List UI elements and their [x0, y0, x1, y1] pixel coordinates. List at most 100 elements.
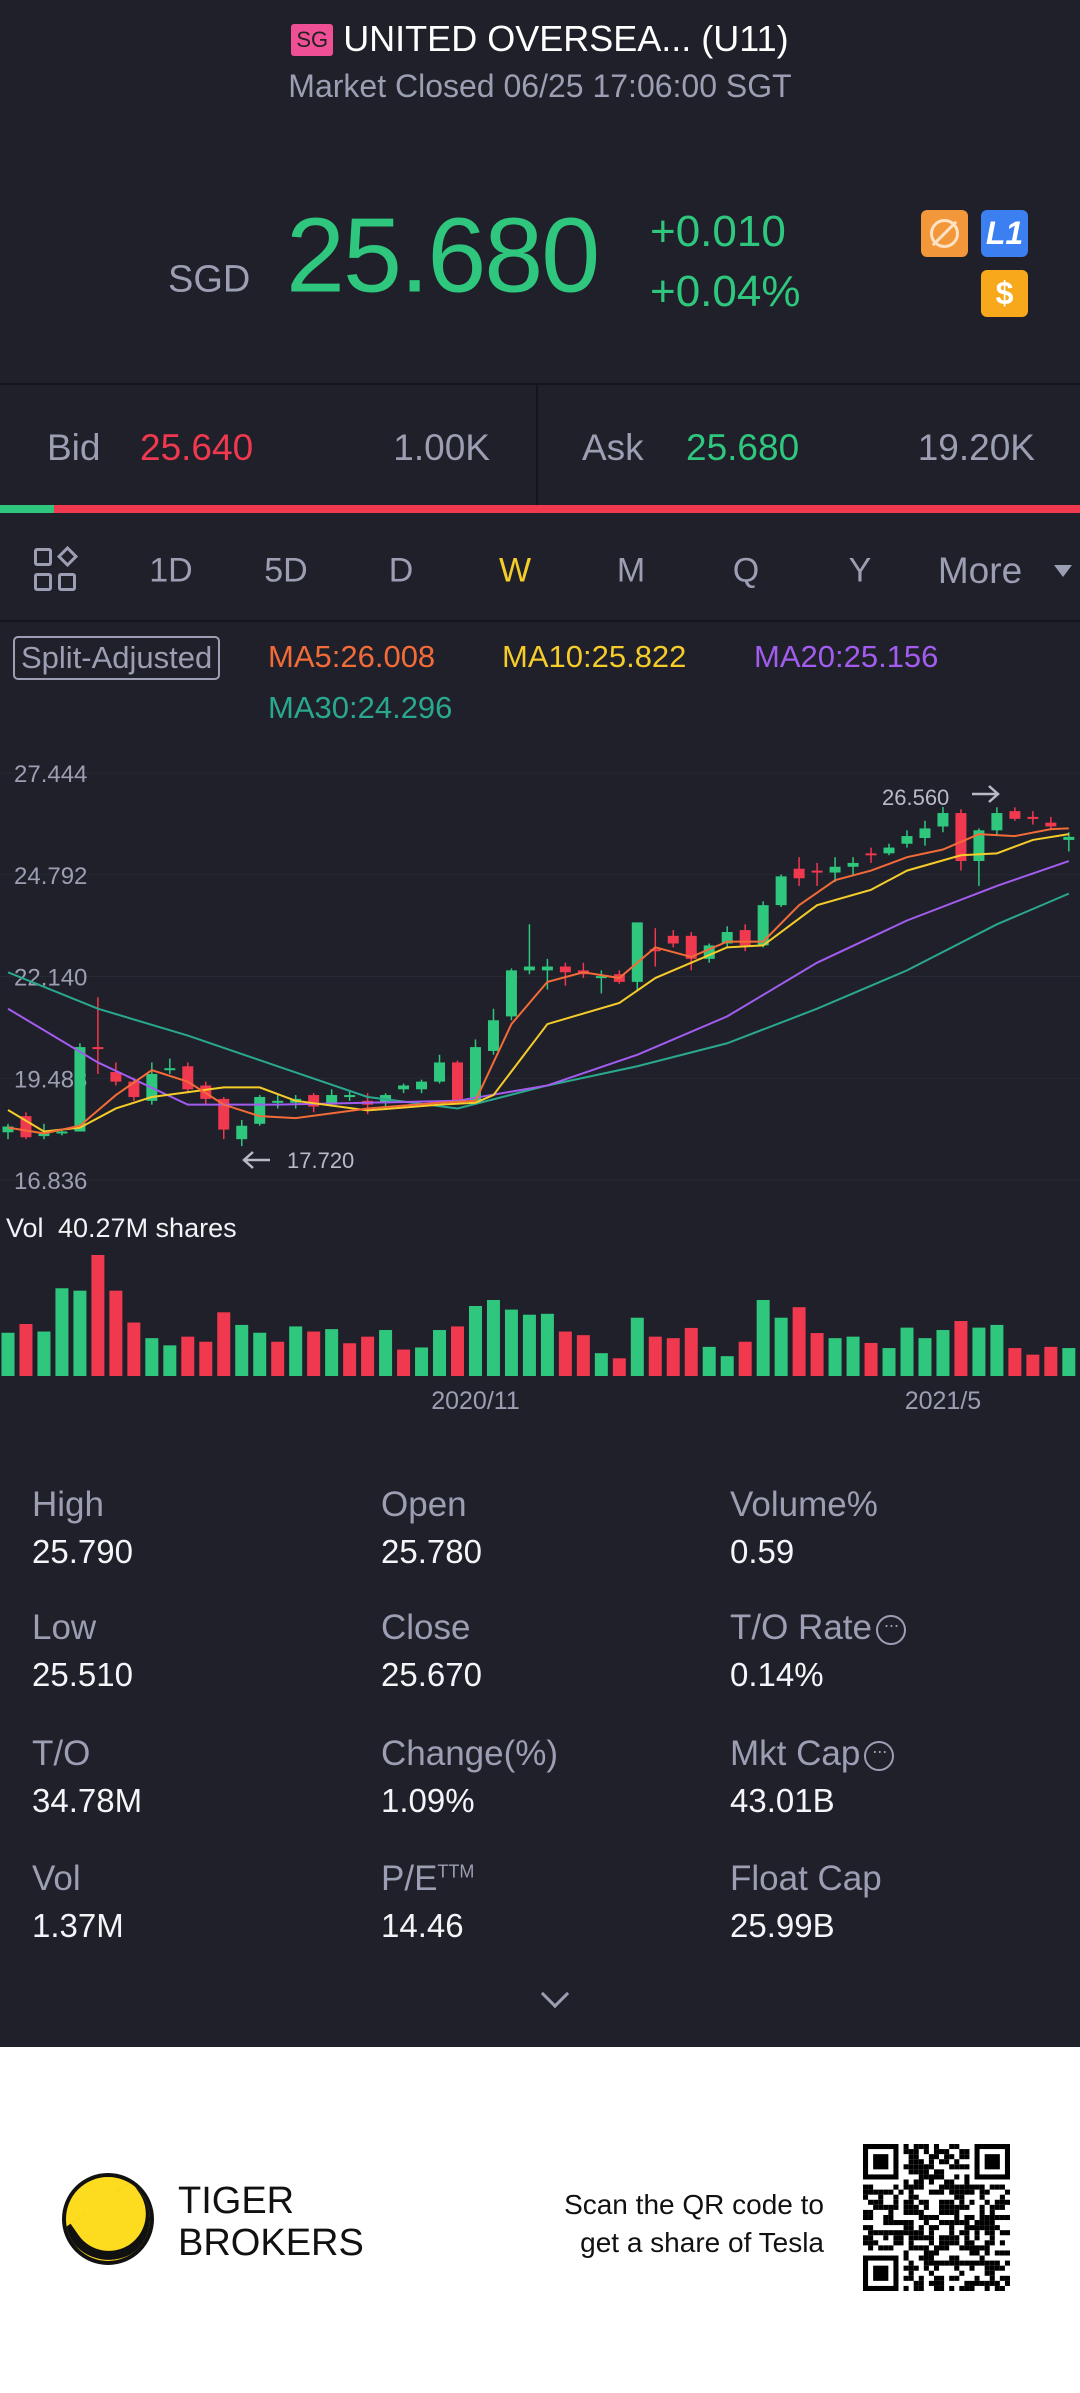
volume-bar — [468, 1305, 482, 1376]
volume-bar — [379, 1330, 393, 1376]
candle-down — [955, 809, 967, 871]
candle-body — [416, 1081, 428, 1090]
volume-bar — [882, 1348, 896, 1376]
candle-up — [991, 807, 1003, 837]
candle-up — [919, 820, 931, 846]
candle-body — [20, 1116, 32, 1138]
promo-line-1: Scan the QR code to — [564, 2189, 824, 2220]
bid-size: 1.00K — [393, 427, 490, 468]
candle-up — [775, 874, 787, 908]
candle-body — [685, 935, 697, 959]
candle-up — [254, 1095, 266, 1126]
candle-body — [110, 1072, 122, 1082]
tab-1d[interactable]: 1D — [149, 551, 193, 590]
volume-bar — [720, 1356, 734, 1376]
min-price-label: 17.720 — [287, 1148, 354, 1173]
stat-label-sup: TTM — [437, 1861, 475, 1882]
candle-down — [92, 997, 104, 1074]
volume-bar — [738, 1341, 752, 1376]
candle-down — [1045, 816, 1057, 831]
layout-grid-icon[interactable] — [34, 545, 79, 592]
stat-value: 0.14% — [730, 1656, 824, 1693]
candle-body — [955, 813, 967, 862]
candle-up — [631, 922, 643, 990]
info-more-icon[interactable]: ··· — [875, 1614, 906, 1645]
max-price-label: 26.560 — [882, 785, 949, 810]
candle-body — [92, 1047, 104, 1050]
candle-body — [326, 1095, 338, 1105]
candle-body — [128, 1081, 140, 1097]
volume-bar — [73, 1290, 87, 1376]
candle-up — [416, 1079, 428, 1094]
no-short-icon[interactable] — [921, 210, 968, 257]
volume-bar — [648, 1336, 662, 1376]
candle-up — [434, 1054, 446, 1084]
stock-name: UNITED OVERSEA... (U11) — [343, 18, 789, 59]
volume-bar — [486, 1299, 500, 1376]
info-more-icon[interactable]: ··· — [864, 1740, 895, 1771]
candle-up — [883, 843, 895, 856]
candle-down — [20, 1112, 32, 1140]
y-tick-label: 27.444 — [14, 761, 87, 788]
tab-5d[interactable]: 5D — [264, 551, 308, 590]
ma5-legend: MA5:26.008 — [268, 639, 436, 674]
volume-bar — [415, 1347, 429, 1376]
level1-icon[interactable]: L1 — [981, 210, 1028, 257]
stat-value: 25.99B — [730, 1907, 835, 1944]
volume-bar — [307, 1331, 321, 1376]
bid-ratio-fill — [0, 505, 54, 513]
candle-body — [829, 866, 841, 873]
volume-bar — [558, 1331, 572, 1376]
candle-body — [739, 930, 751, 946]
stat-label: High — [32, 1485, 104, 1525]
candle-body — [919, 828, 931, 838]
tab-year[interactable]: Y — [848, 551, 872, 590]
candle-down — [110, 1062, 122, 1086]
divider — [536, 385, 538, 505]
volume-bar — [774, 1317, 788, 1376]
x-tick-label: 2020/11 — [431, 1387, 520, 1415]
volume-bar — [792, 1307, 806, 1376]
candle-up — [344, 1091, 356, 1101]
stat-label-text: Low — [32, 1608, 97, 1647]
tab-quarter[interactable]: Q — [732, 551, 760, 590]
volume-max-label: 40.27M shares — [58, 1213, 237, 1243]
candle-body — [865, 853, 877, 856]
dollar-icon[interactable]: $ — [981, 270, 1028, 317]
candle-body — [38, 1133, 50, 1137]
tab-day[interactable]: D — [388, 551, 414, 590]
volume-bar — [19, 1324, 33, 1376]
split-adjusted-toggle[interactable]: Split-Adjusted — [13, 636, 221, 680]
volume-bar — [181, 1336, 195, 1376]
bid-price: 25.640 — [140, 427, 254, 468]
volume-bar — [163, 1345, 177, 1376]
tab-month[interactable]: M — [616, 551, 646, 590]
stat-label: Float Cap — [730, 1859, 882, 1899]
stat-value: 14.46 — [381, 1907, 464, 1944]
tab-more[interactable]: More — [937, 550, 1023, 591]
candle-body — [703, 945, 715, 959]
volume-bar — [397, 1349, 411, 1376]
candle-up — [487, 1008, 499, 1055]
candle-body — [667, 935, 679, 944]
candle-body — [272, 1100, 284, 1103]
stat-value: 25.780 — [381, 1533, 482, 1570]
candle-up — [469, 1039, 481, 1103]
stat-value: 1.09% — [381, 1782, 475, 1819]
qr-code[interactable] — [863, 2144, 1010, 2291]
volume-bar — [217, 1312, 231, 1376]
tiger-logo-icon — [62, 2173, 154, 2265]
qr-finder — [863, 2255, 899, 2291]
quote-screen — [0, 0, 1080, 2047]
volume-bar — [1026, 1354, 1040, 1376]
volume-bar — [1062, 1348, 1076, 1376]
candle-body — [344, 1095, 356, 1098]
bid-label: Bid — [47, 427, 101, 468]
tab-week[interactable]: W — [498, 551, 532, 590]
candle-body — [937, 813, 949, 827]
stat-value: 43.01B — [730, 1782, 835, 1819]
candle-body — [469, 1047, 481, 1101]
caret-down-icon[interactable] — [1054, 565, 1072, 577]
candle-body — [757, 905, 769, 946]
